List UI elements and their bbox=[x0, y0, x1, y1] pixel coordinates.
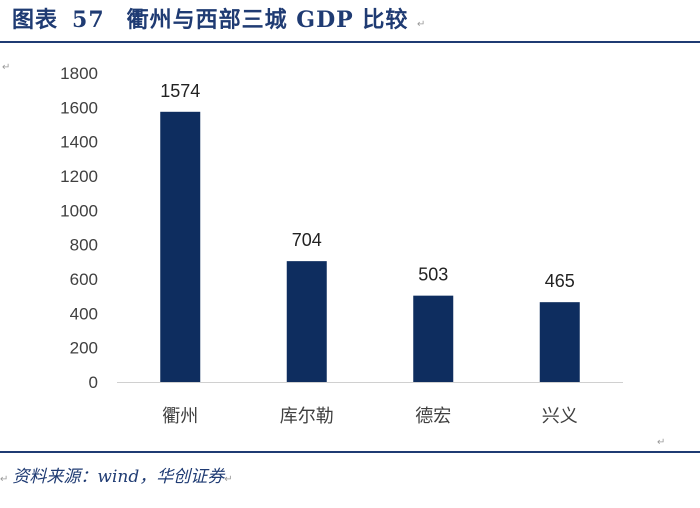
x-tick-label: 衢州 bbox=[162, 406, 198, 427]
y-tick-label: 400 bbox=[70, 304, 98, 323]
bar-chart: 0 200 400 600 800 1000 1200 1400 1600 1800 1574 衢州 7… bbox=[60, 64, 623, 427]
paragraph-mark-icon: ↵ bbox=[0, 474, 9, 485]
footer-rule bbox=[0, 451, 700, 453]
source-text: 资料来源：wind，华创证券 bbox=[12, 467, 225, 487]
y-tick-label: 200 bbox=[70, 339, 98, 358]
figure-number: 57 bbox=[72, 7, 105, 33]
y-tick-label: 1400 bbox=[60, 133, 98, 152]
x-tick-label: 兴义 bbox=[542, 406, 578, 427]
paragraph-mark-icon: ↵ bbox=[2, 62, 11, 73]
x-tick-label: 库尔勒 bbox=[280, 406, 334, 427]
header-rule bbox=[0, 41, 700, 43]
data-label: 465 bbox=[545, 271, 575, 291]
data-label: 503 bbox=[418, 265, 448, 285]
bar bbox=[539, 302, 580, 382]
paragraph-mark-icon: ↵ bbox=[657, 437, 666, 448]
figure-title-text: 衢州与西部三城 GDP 比较 bbox=[126, 7, 409, 33]
y-tick-label: 1800 bbox=[60, 64, 98, 83]
source-note: ↵ 资料来源：wind，华创证券↵ bbox=[0, 462, 233, 487]
figure-title: 图表 57 衢州与西部三城 GDP 比较 ↵ bbox=[12, 2, 426, 34]
figure-header: 图表 57 衢州与西部三城 GDP 比较 ↵ bbox=[0, 0, 700, 40]
y-tick-label: 1200 bbox=[60, 167, 98, 186]
y-tick-label: 800 bbox=[70, 236, 98, 255]
y-tick-label: 600 bbox=[70, 270, 98, 289]
y-tick-label: 1600 bbox=[60, 98, 98, 117]
y-tick-label: 0 bbox=[89, 373, 98, 392]
data-label: 1574 bbox=[160, 81, 200, 101]
paragraph-mark-icon: ↵ bbox=[417, 19, 427, 30]
figure-label: 图表 bbox=[12, 7, 59, 33]
bar bbox=[160, 111, 201, 383]
x-tick-label: 德宏 bbox=[415, 406, 451, 427]
bar bbox=[286, 261, 327, 382]
bar bbox=[413, 295, 454, 382]
paragraph-mark-icon: ↵ bbox=[224, 474, 233, 485]
data-label: 704 bbox=[292, 230, 322, 250]
y-tick-label: 1000 bbox=[60, 201, 98, 220]
